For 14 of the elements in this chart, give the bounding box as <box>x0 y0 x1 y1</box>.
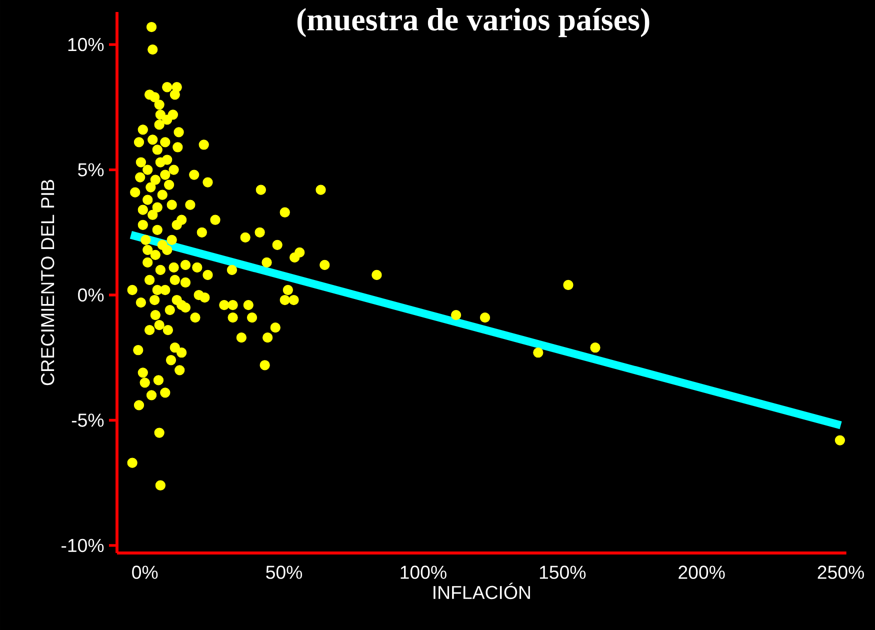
x-tick-label: 100% <box>400 566 446 579</box>
x-tick-label: 150% <box>540 566 586 579</box>
chart-title: (muestra de varios países) <box>297 8 650 38</box>
y-tick-label: -5% <box>72 414 104 427</box>
y-tick-label: 10% <box>68 38 104 52</box>
x-tick-label: 250% <box>818 566 864 579</box>
y-axis-title: CRECIMIENTO DEL PIB <box>41 180 54 386</box>
x-tick-label: 50% <box>266 566 302 579</box>
y-tick-label: -10% <box>62 538 104 552</box>
y-tick-label: 0% <box>78 288 104 302</box>
y-tick-label: 5% <box>78 163 104 176</box>
x-tick-label: 0% <box>132 566 158 579</box>
x-axis-title: INFLACIÓN <box>434 582 530 600</box>
x-tick-label: 200% <box>678 566 725 579</box>
